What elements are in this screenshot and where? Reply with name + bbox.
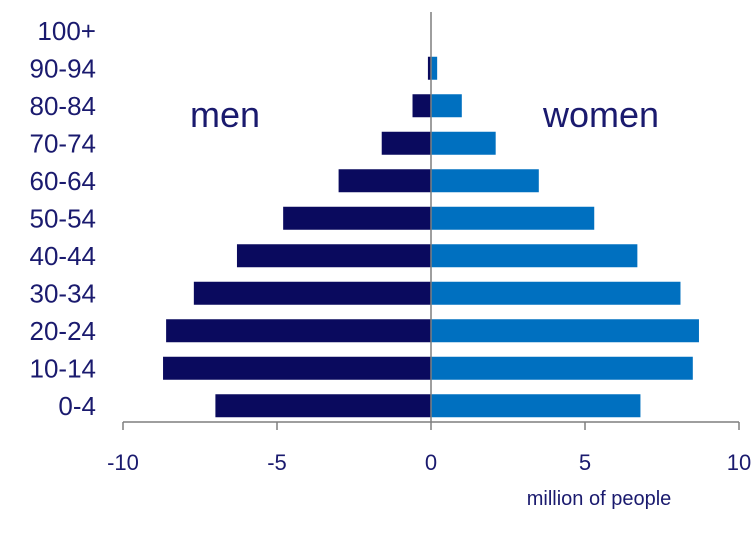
bar-women-30-34 [431, 281, 681, 305]
bar-men-10-14 [163, 356, 432, 380]
bar-women-10-14 [431, 356, 693, 380]
bar-men-50-54 [283, 206, 431, 230]
bar-women-0-4 [431, 394, 641, 418]
bar-women-90-94 [431, 56, 438, 80]
x-tick-label-5: 5 [579, 450, 591, 475]
bar-men-80-84 [412, 94, 431, 118]
category-label-40-44: 40-44 [30, 241, 97, 271]
x-tick-label--5: -5 [267, 450, 287, 475]
bar-women-20-24 [431, 319, 699, 343]
bar-women-80-84 [431, 94, 462, 118]
bar-men-20-24 [166, 319, 431, 343]
axes-group [122, 12, 740, 430]
category-labels: 0-4 10-14 20-24 30-34 40-44 50-54 60-64 70-74 80… [30, 16, 97, 421]
category-label-90-94: 90-94 [30, 53, 97, 83]
category-label-100+: 100+ [37, 16, 96, 46]
bar-men-90-94 [427, 56, 431, 80]
x-tick-label--10: -10 [107, 450, 139, 475]
x-axis-label: million of people [527, 488, 672, 510]
x-tick-label-10: 10 [727, 450, 751, 475]
bar-men-40-44 [236, 244, 431, 268]
category-label-20-24: 20-24 [30, 316, 97, 346]
category-label-80-84: 80-84 [30, 91, 97, 121]
bar-women-70-74 [431, 131, 496, 155]
category-label-70-74: 70-74 [30, 128, 97, 158]
x-tick-label-0: 0 [425, 450, 437, 475]
bar-women-40-44 [431, 244, 638, 268]
category-label-10-14: 10-14 [30, 353, 97, 383]
bar-men-70-74 [381, 131, 431, 155]
x-tick-labels: -10 -5 0 5 10 [107, 450, 751, 475]
bars-group [163, 56, 699, 418]
women-annotation: women [542, 94, 659, 135]
category-label-50-54: 50-54 [30, 203, 97, 233]
bar-men-30-34 [193, 281, 431, 305]
bar-men-60-64 [338, 169, 431, 193]
category-label-30-34: 30-34 [30, 278, 97, 308]
bar-men-0-4 [215, 394, 431, 418]
bar-women-50-54 [431, 206, 595, 230]
bar-women-60-64 [431, 169, 539, 193]
category-label-0-4: 0-4 [58, 391, 96, 421]
category-label-60-64: 60-64 [30, 166, 97, 196]
men-annotation: men [190, 94, 260, 135]
